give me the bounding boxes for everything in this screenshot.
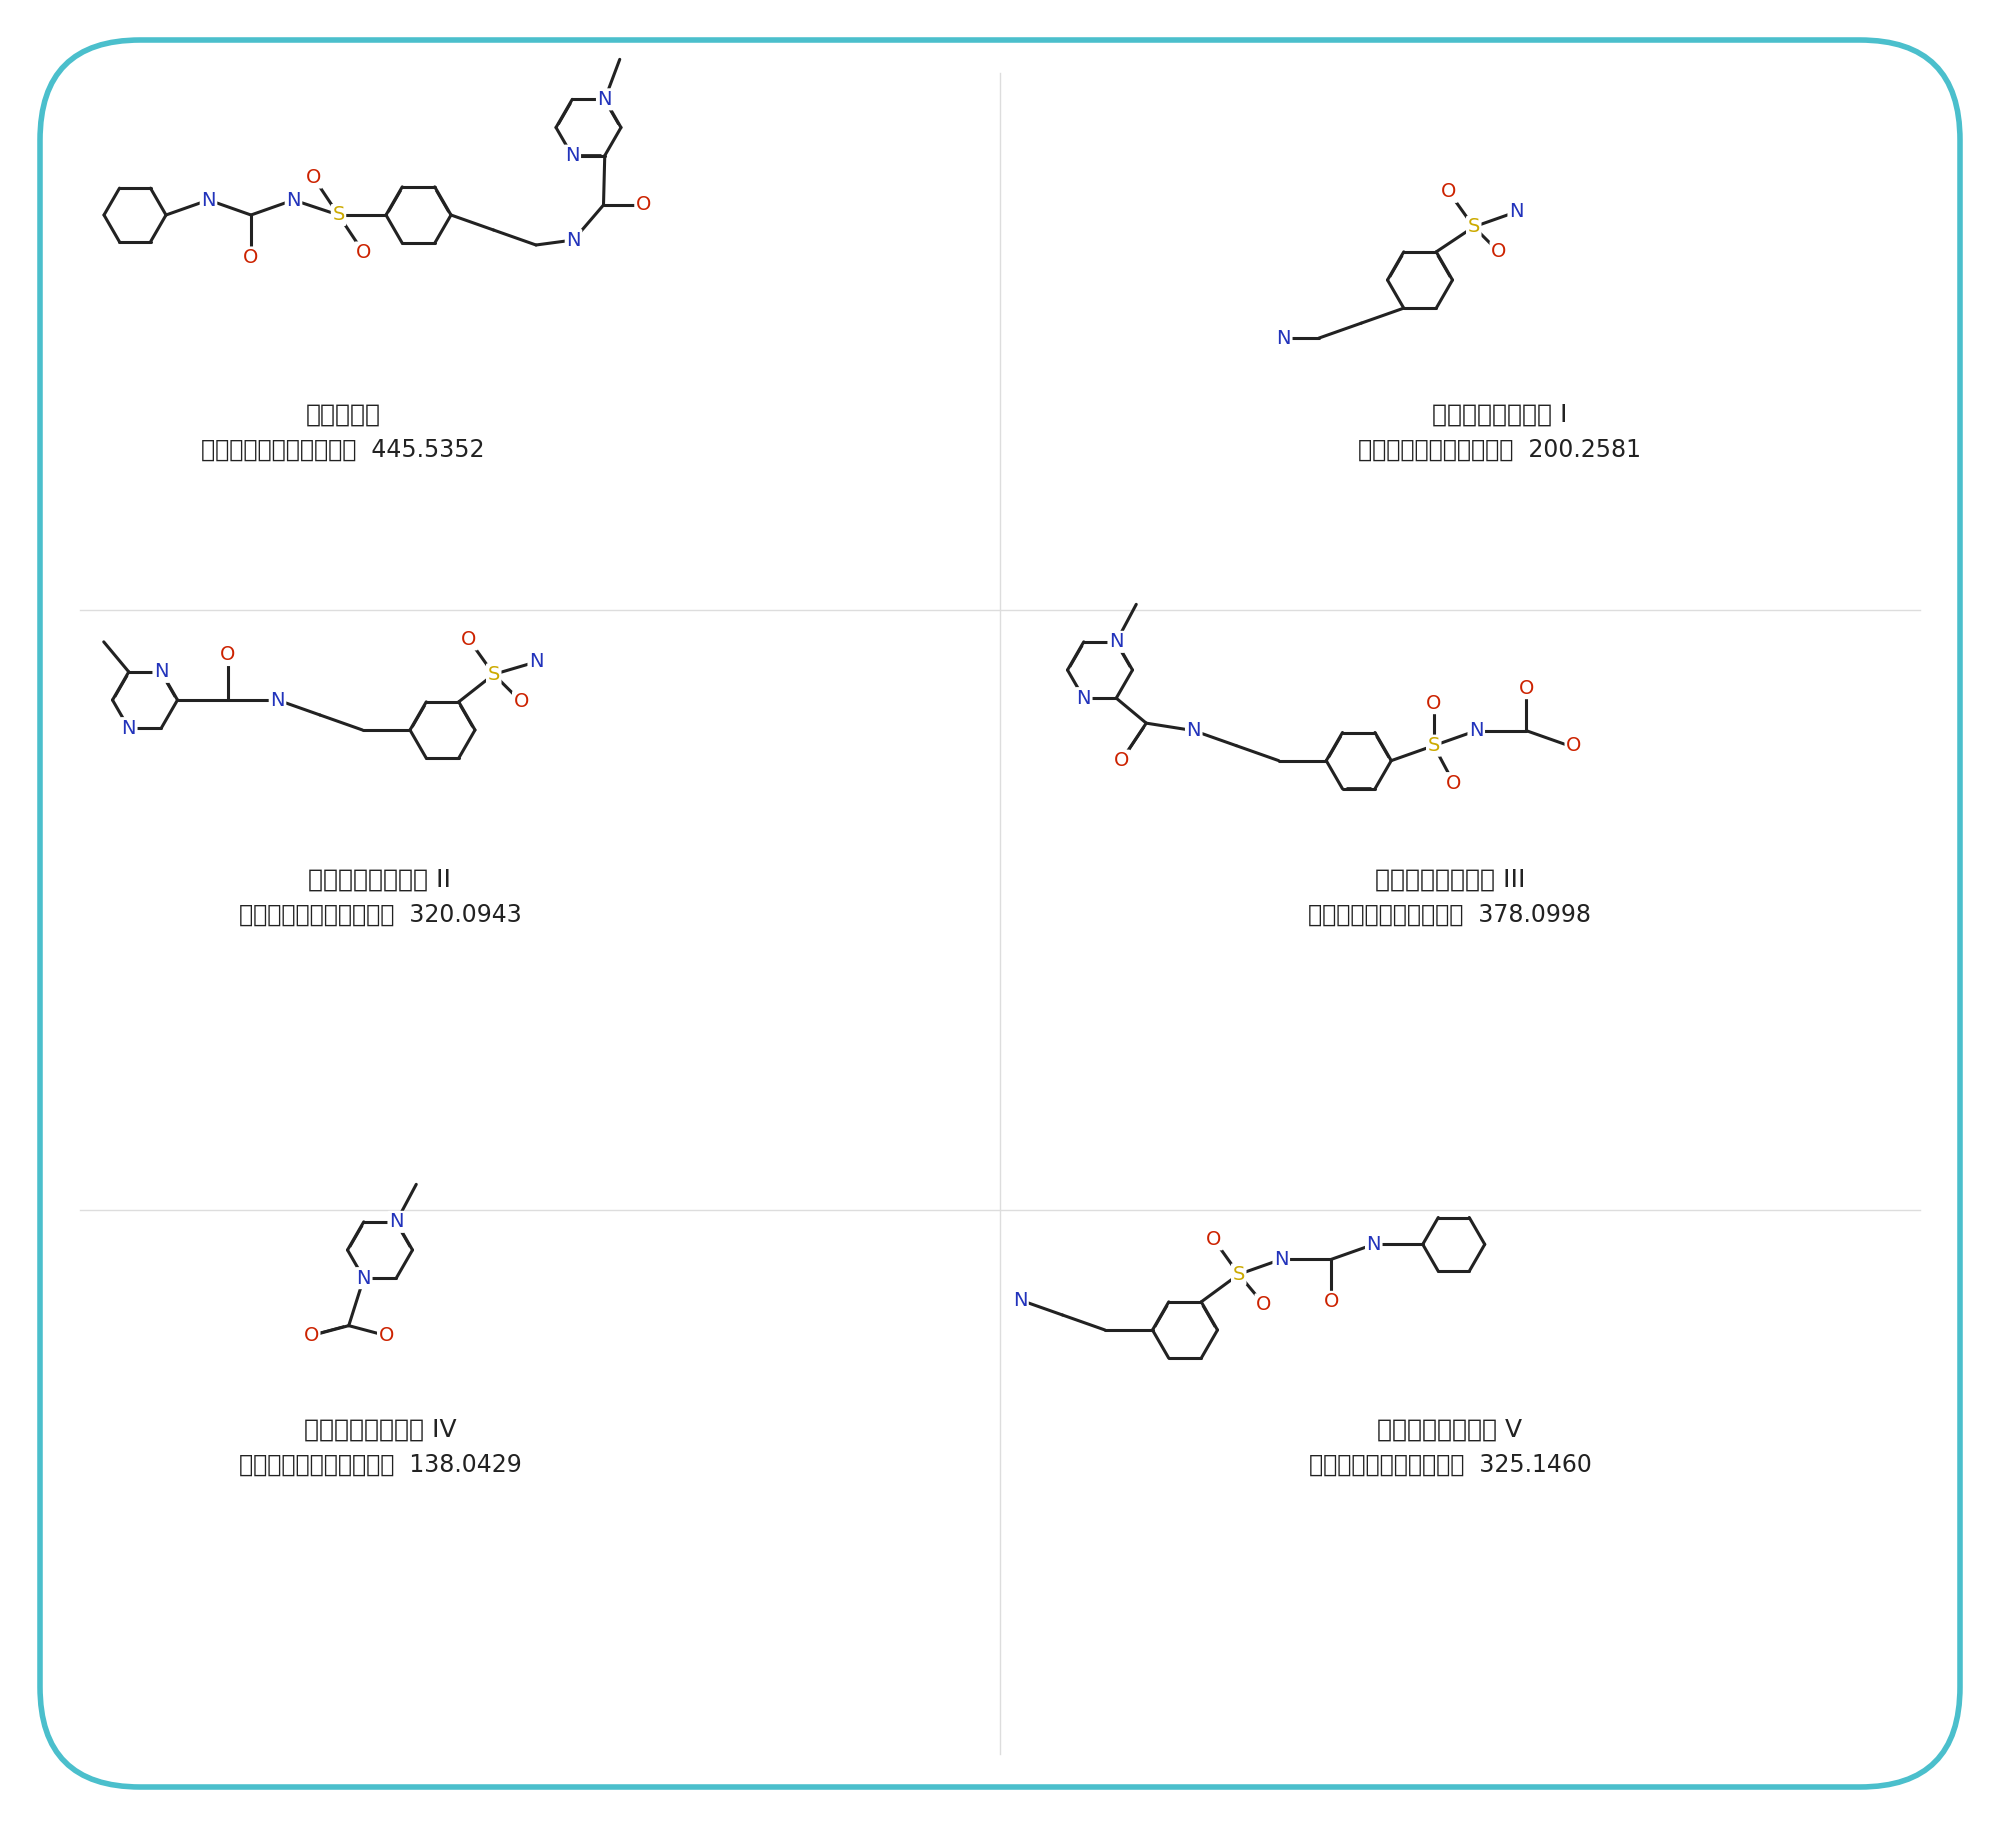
Text: N: N xyxy=(270,691,284,709)
Text: モノアイソトピック質量  325.1460: モノアイソトピック質量 325.1460 xyxy=(1308,1452,1592,1476)
Text: O: O xyxy=(1324,1292,1338,1312)
Text: モノアイソトピック質量  200.2581: モノアイソトピック質量 200.2581 xyxy=(1358,438,1642,462)
Text: グリピジド不純物 IV: グリピジド不純物 IV xyxy=(304,1418,456,1442)
Text: N: N xyxy=(1366,1235,1380,1253)
Text: グリピジド不純物 II: グリピジド不純物 II xyxy=(308,868,452,892)
Text: モノアイソトピック質量  320.0943: モノアイソトピック質量 320.0943 xyxy=(238,903,522,926)
Text: グリピジド不純物 III: グリピジド不純物 III xyxy=(1374,868,1526,892)
Text: S: S xyxy=(1428,736,1440,755)
Text: N: N xyxy=(566,146,580,164)
Text: O: O xyxy=(1492,243,1506,261)
Text: O: O xyxy=(1114,751,1128,771)
Text: S: S xyxy=(488,665,500,683)
Text: N: N xyxy=(1510,203,1524,221)
Text: N: N xyxy=(356,1268,372,1288)
Text: N: N xyxy=(286,190,300,210)
Text: O: O xyxy=(636,195,652,214)
Text: O: O xyxy=(1426,694,1442,713)
Text: N: N xyxy=(598,90,612,110)
Text: N: N xyxy=(1186,722,1200,740)
Text: O: O xyxy=(1446,773,1462,793)
Text: S: S xyxy=(1232,1264,1244,1284)
Text: O: O xyxy=(378,1326,394,1345)
Text: グリピジド不純物 V: グリピジド不純物 V xyxy=(1378,1418,1522,1442)
Text: N: N xyxy=(202,190,216,210)
Text: N: N xyxy=(1108,632,1124,652)
Text: N: N xyxy=(154,663,168,681)
Text: N: N xyxy=(1274,1250,1288,1270)
Text: O: O xyxy=(356,243,372,261)
Text: モノアイソトピック質量  138.0429: モノアイソトピック質量 138.0429 xyxy=(238,1452,522,1476)
Text: O: O xyxy=(244,248,258,267)
Text: S: S xyxy=(332,205,344,225)
Text: O: O xyxy=(462,630,476,649)
FancyBboxPatch shape xyxy=(40,40,1960,1787)
Text: O: O xyxy=(1566,736,1582,755)
Text: O: O xyxy=(514,692,528,711)
Text: モノアイソトピック質量  378.0998: モノアイソトピック質量 378.0998 xyxy=(1308,903,1592,926)
Text: O: O xyxy=(1518,678,1534,698)
Text: O: O xyxy=(1442,183,1456,201)
Text: N: N xyxy=(388,1213,404,1231)
Text: O: O xyxy=(306,168,322,186)
Text: O: O xyxy=(1256,1295,1272,1314)
Text: N: N xyxy=(1012,1290,1028,1310)
Text: N: N xyxy=(1076,689,1092,707)
Text: N: N xyxy=(1468,722,1484,740)
Text: N: N xyxy=(122,718,136,738)
Text: モノアイソトピック質量  445.5352: モノアイソトピック質量 445.5352 xyxy=(202,438,484,462)
Text: N: N xyxy=(1276,329,1292,347)
Text: S: S xyxy=(1468,217,1480,236)
Text: O: O xyxy=(304,1326,318,1345)
Text: O: O xyxy=(220,645,236,665)
Text: グリピジド不純物 I: グリピジド不純物 I xyxy=(1432,404,1568,428)
Text: N: N xyxy=(528,652,544,671)
Text: N: N xyxy=(566,230,580,250)
Text: グリピジド: グリピジド xyxy=(306,404,380,428)
Text: O: O xyxy=(1206,1230,1222,1250)
